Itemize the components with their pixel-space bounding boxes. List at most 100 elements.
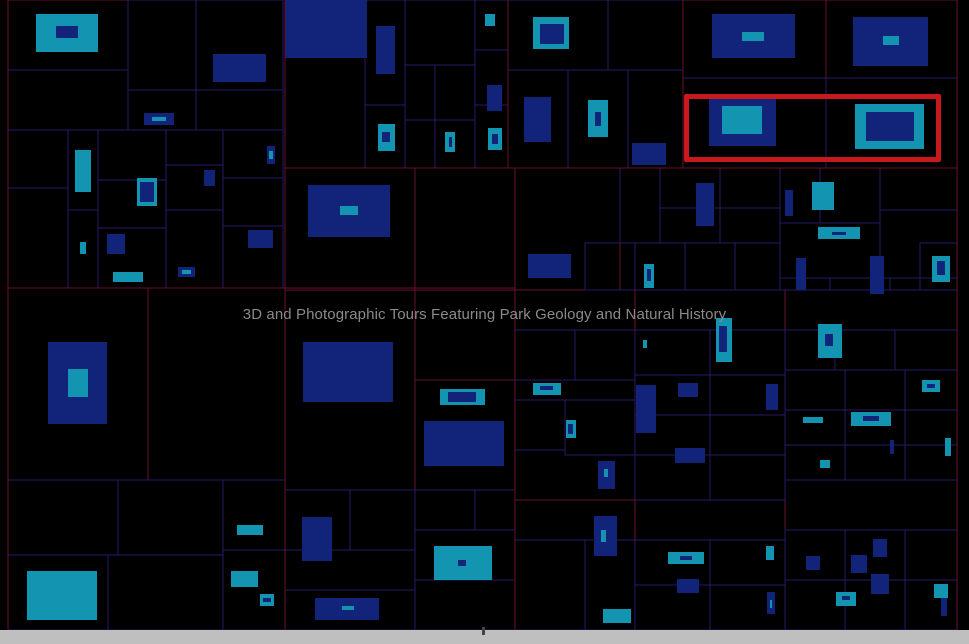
treemap-block[interactable]	[213, 54, 266, 82]
treemap-cell[interactable]	[514, 329, 576, 381]
treemap-block[interactable]	[934, 584, 948, 598]
treemap-block[interactable]	[851, 555, 867, 573]
treemap-block[interactable]	[870, 256, 884, 294]
treemap-cell[interactable]	[414, 489, 476, 531]
treemap-cell[interactable]	[834, 329, 896, 371]
treemap-block[interactable]	[803, 417, 823, 423]
treemap-block[interactable]	[927, 384, 935, 388]
treemap-block[interactable]	[722, 106, 762, 134]
treemap-block[interactable]	[182, 270, 191, 274]
treemap-block[interactable]	[842, 596, 850, 600]
treemap-block[interactable]	[263, 598, 271, 602]
treemap-block[interactable]	[485, 14, 495, 26]
treemap-block[interactable]	[80, 242, 86, 254]
treemap-block[interactable]	[820, 460, 830, 468]
treemap-cell[interactable]	[904, 579, 958, 631]
treemap-cell[interactable]	[222, 479, 286, 551]
treemap-block[interactable]	[540, 24, 564, 44]
treemap-cell[interactable]	[127, 0, 197, 91]
treemap-block[interactable]	[140, 182, 154, 202]
treemap-cell[interactable]	[107, 554, 224, 631]
treemap-block[interactable]	[424, 421, 504, 466]
treemap-region[interactable]	[514, 379, 636, 501]
treemap-block[interactable]	[237, 525, 263, 535]
treemap-block[interactable]	[643, 340, 647, 348]
treemap-block[interactable]	[492, 134, 498, 144]
treemap-block[interactable]	[636, 385, 656, 433]
treemap-cell[interactable]	[719, 167, 781, 209]
treemap-region[interactable]	[414, 167, 516, 291]
treemap-cell[interactable]	[684, 242, 736, 291]
treemap-block[interactable]	[866, 112, 914, 141]
treemap-cell[interactable]	[195, 89, 284, 131]
treemap-block[interactable]	[696, 183, 714, 226]
treemap-block[interactable]	[675, 448, 705, 463]
treemap-block[interactable]	[677, 579, 699, 593]
treemap-cell[interactable]	[7, 479, 119, 556]
treemap-cell[interactable]	[404, 0, 476, 66]
treemap-block[interactable]	[871, 574, 889, 594]
treemap-block[interactable]	[568, 424, 573, 434]
treemap-region[interactable]	[147, 287, 286, 481]
treemap-cell[interactable]	[784, 369, 846, 411]
treemap-block[interactable]	[785, 190, 793, 216]
treemap-block[interactable]	[449, 137, 452, 147]
treemap-cell[interactable]	[97, 129, 167, 181]
treemap-block[interactable]	[604, 469, 608, 477]
treemap-cell[interactable]	[634, 329, 711, 376]
treemap-cell[interactable]	[514, 399, 566, 451]
treemap-region[interactable]	[784, 479, 958, 631]
treemap-block[interactable]	[937, 261, 945, 275]
treemap-block[interactable]	[873, 539, 887, 557]
treemap-cell[interactable]	[7, 129, 69, 189]
treemap-region[interactable]	[414, 289, 516, 381]
treemap-block[interactable]	[248, 230, 273, 248]
treemap-block[interactable]	[302, 517, 332, 561]
treemap-cell[interactable]	[894, 329, 958, 371]
treemap-block[interactable]	[528, 254, 571, 278]
treemap-block[interactable]	[941, 598, 947, 616]
treemap-block[interactable]	[376, 26, 395, 74]
treemap-cell[interactable]	[709, 454, 786, 501]
treemap-cell[interactable]	[222, 549, 286, 631]
treemap-block[interactable]	[601, 530, 606, 542]
treemap-cell[interactable]	[844, 444, 906, 481]
treemap-cell[interactable]	[474, 489, 516, 531]
treemap-cell[interactable]	[414, 579, 516, 631]
treemap-block[interactable]	[540, 386, 553, 390]
treemap-block[interactable]	[152, 117, 166, 121]
treemap-block[interactable]	[796, 258, 806, 290]
treemap-cell[interactable]	[404, 64, 436, 121]
treemap-block[interactable]	[458, 560, 466, 566]
treemap-block[interactable]	[719, 326, 727, 352]
treemap-block[interactable]	[632, 143, 666, 165]
treemap-block[interactable]	[890, 440, 894, 454]
treemap-block[interactable]	[595, 112, 601, 126]
treemap-cell[interactable]	[844, 369, 906, 411]
treemap-cell[interactable]	[222, 177, 284, 227]
treemap-block[interactable]	[825, 334, 833, 346]
treemap-block[interactable]	[68, 369, 88, 397]
treemap-cell[interactable]	[709, 414, 786, 456]
treemap-block[interactable]	[342, 606, 354, 610]
treemap-region[interactable]	[7, 129, 284, 289]
treemap-block[interactable]	[303, 342, 393, 402]
treemap-cell[interactable]	[784, 444, 846, 481]
treemap-block[interactable]	[231, 571, 258, 587]
treemap-block[interactable]	[448, 392, 476, 402]
treemap-block[interactable]	[742, 32, 764, 41]
treemap-block[interactable]	[883, 36, 899, 45]
treemap-block[interactable]	[56, 26, 78, 38]
treemap-cell[interactable]	[734, 242, 781, 291]
treemap-block[interactable]	[647, 269, 651, 281]
treemap-block[interactable]	[204, 170, 215, 186]
treemap-block[interactable]	[107, 234, 125, 254]
treemap-cell[interactable]	[349, 489, 416, 551]
treemap-block[interactable]	[806, 556, 820, 570]
treemap-block[interactable]	[340, 206, 358, 215]
treemap-block[interactable]	[75, 150, 91, 192]
treemap-cell[interactable]	[584, 242, 636, 291]
treemap-cell[interactable]	[784, 529, 846, 581]
treemap-cell[interactable]	[719, 207, 781, 244]
